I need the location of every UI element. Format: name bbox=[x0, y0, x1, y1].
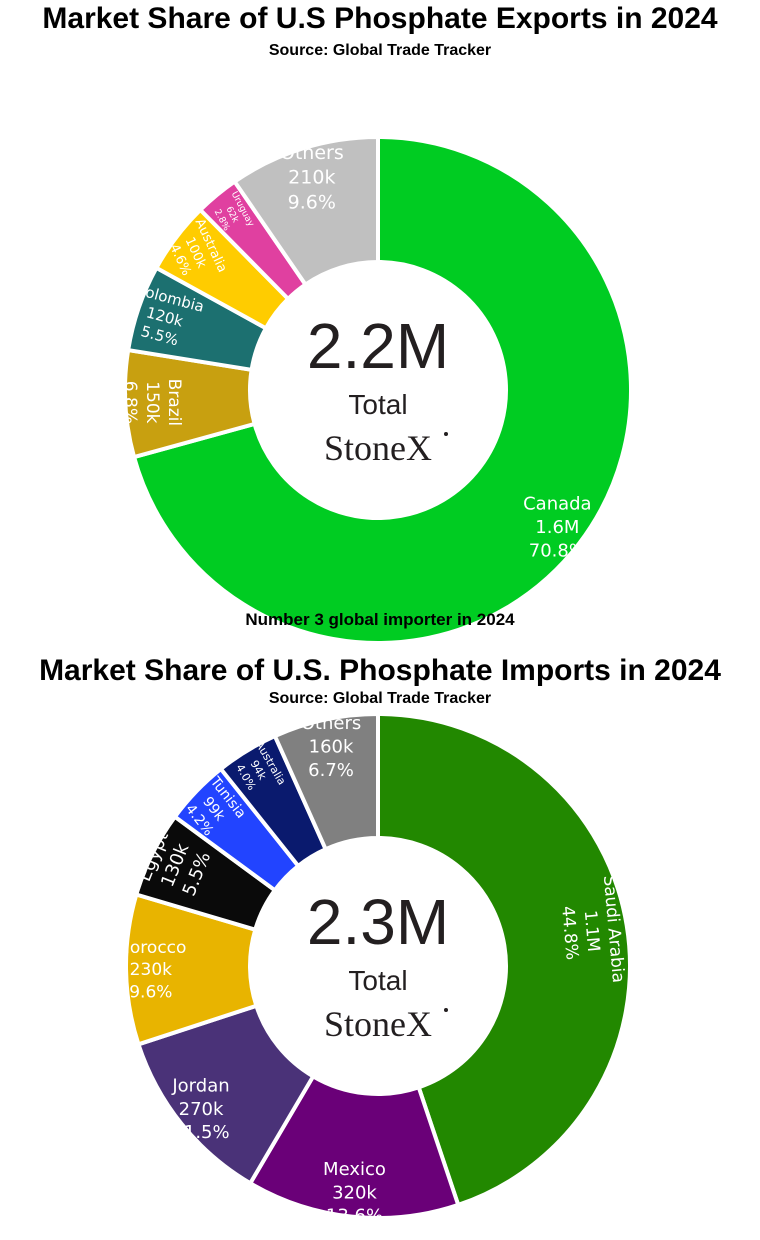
import-label-others-name: Others bbox=[301, 713, 362, 734]
import-label-saudi-arabia-value: 1.1M bbox=[580, 909, 604, 952]
import-label-jordan-value: 270k bbox=[179, 1099, 224, 1120]
import-donut-chart: Saudi Arabia1.1M44.8%Mexico320k13.6%Jord… bbox=[115, 711, 632, 1227]
export-chart-source: Source: Global Trade Tracker bbox=[268, 42, 492, 59]
import-label-jordan-name: Jordan bbox=[171, 1075, 229, 1096]
import-slice-others bbox=[272, 711, 380, 852]
export-center-total-value: 2.2M bbox=[307, 310, 449, 382]
import-label-mexico-value: 320k bbox=[332, 1182, 377, 1203]
export-label-canada-name: Canada bbox=[523, 494, 592, 515]
import-label-morocco-percent: 9.6% bbox=[129, 982, 172, 1002]
export-label-brazil-percent: 6.8% bbox=[120, 381, 140, 424]
import-registered-mark-icon bbox=[444, 1008, 448, 1012]
importer-rank-subheading: Number 3 global importer in 2024 bbox=[245, 610, 515, 629]
export-label-others-percent: 9.6% bbox=[288, 191, 336, 213]
export-slice-canada bbox=[131, 134, 633, 645]
import-center-total-label: Total bbox=[348, 965, 407, 996]
export-label-brazil-name: Brazil bbox=[164, 379, 184, 426]
export-chart-title: Market Share of U.S Phosphate Exports in… bbox=[42, 2, 718, 35]
import-slice-saudi-arabia bbox=[376, 711, 632, 1208]
import-label-saudi-arabia-percent: 44.8% bbox=[557, 905, 582, 961]
import-label-mexico-name: Mexico bbox=[323, 1159, 386, 1180]
import-label-morocco-name: Morocco bbox=[115, 938, 186, 958]
import-slice-mexico bbox=[247, 1073, 461, 1220]
export-label-canada-value: 1.6M bbox=[535, 517, 579, 538]
export-label-brazil-value: 150k bbox=[142, 381, 162, 423]
export-center-total-label: Total bbox=[348, 389, 407, 420]
import-label-others-percent: 6.7% bbox=[308, 760, 354, 781]
import-chart-title: Market Share of U.S. Phosphate Imports i… bbox=[39, 654, 721, 687]
import-label-morocco-value: 230k bbox=[130, 960, 172, 980]
import-label-others-value: 160k bbox=[309, 737, 354, 758]
export-label-others-value: 210k bbox=[288, 167, 335, 189]
import-chart-source: Source: Global Trade Tracker bbox=[268, 690, 492, 707]
import-center-total-value: 2.3M bbox=[307, 886, 449, 958]
export-label-others-name: Others bbox=[280, 142, 344, 164]
export-registered-mark-icon bbox=[444, 432, 448, 436]
export-slice-others bbox=[231, 134, 380, 288]
export-stonex-logo: StoneX bbox=[324, 428, 432, 468]
import-label-jordan-percent: 11.5% bbox=[172, 1122, 229, 1143]
import-label-mexico-percent: 13.6% bbox=[326, 1206, 383, 1227]
export-label-canada-percent: 70.8% bbox=[529, 540, 586, 561]
import-stonex-logo: StoneX bbox=[324, 1004, 432, 1044]
